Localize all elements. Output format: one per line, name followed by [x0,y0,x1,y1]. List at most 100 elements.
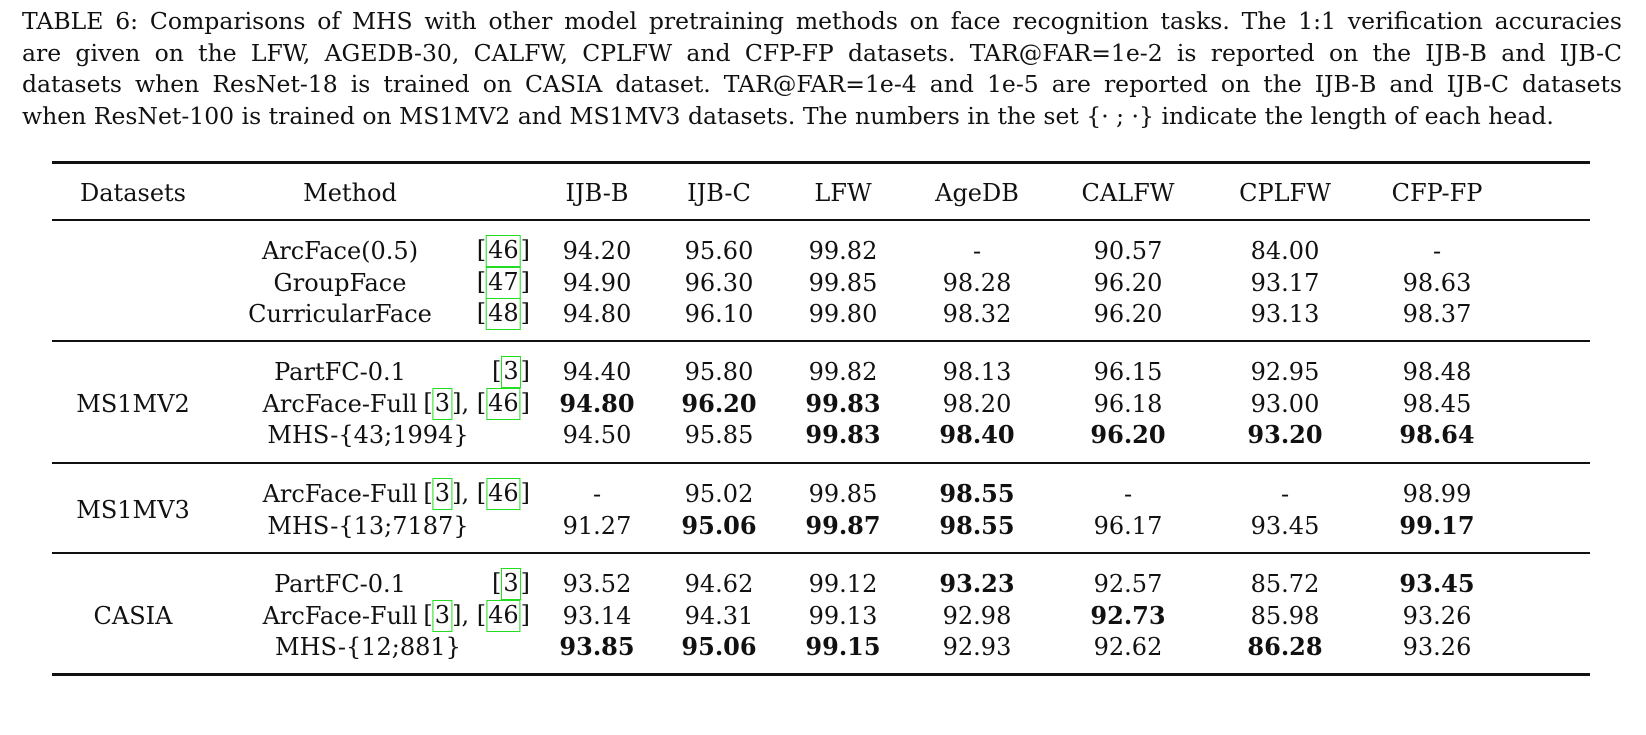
value-cell: 98.32 [942,300,1012,328]
value-cell: 98.55 [939,510,1015,540]
table-caption: TABLE 6: Comparisons of MHS with other m… [22,6,1622,132]
citation-link[interactable]: 3 [432,478,453,510]
value-cell: 96.20 [1093,300,1163,328]
citation-link[interactable]: 46 [486,387,521,420]
value-cell: 94.80 [562,300,632,328]
value-cell: 98.20 [942,389,1012,418]
value-cell: 95.06 [681,632,757,661]
value-cell: 94.80 [559,388,635,418]
method-name: ArcFace-Full [262,601,418,630]
citation-link[interactable]: 48 [486,298,521,330]
value-cell: 85.98 [1250,601,1320,630]
value-cell: 95.02 [684,480,754,508]
value-cell: 84.00 [1250,237,1320,265]
citation-link[interactable]: 47 [486,266,521,299]
method-name: ArcFace-Full [262,480,418,508]
value-cell: - [1123,480,1133,508]
header-cfp-fp: CFP-FP [1391,179,1483,207]
value-cell: - [592,480,602,508]
method-name: MHS-{12;881} [275,633,461,661]
value-cell: 99.12 [808,570,878,598]
value-cell: 99.83 [805,388,881,418]
value-cell: 95.06 [681,510,757,540]
value-cell: 93.13 [1250,300,1320,328]
value-cell: 99.87 [805,510,881,540]
value-cell: 99.85 [808,268,878,297]
value-cell: 98.28 [942,268,1012,297]
citation-refs: [3] [492,568,530,600]
value-cell: 93.14 [562,601,632,630]
value-cell: 99.15 [805,632,881,661]
value-cell: 99.82 [808,237,878,265]
value-cell: 99.85 [808,480,878,508]
header-calfw: CALFW [1081,179,1175,207]
value-cell: 93.26 [1402,601,1472,630]
value-cell: 99.83 [805,420,881,449]
caption-line: are given on the LFW, AGEDB-30, CALFW, C… [22,38,1622,67]
method-name: PartFC-0.1 [274,358,406,386]
value-cell: 92.73 [1090,600,1166,630]
method-name: ArcFace(0.5) [261,237,419,265]
value-cell: 92.95 [1250,358,1320,386]
value-cell: 96.17 [1093,511,1163,540]
citation-refs: [3], [46] [423,478,530,510]
value-cell: 93.45 [1250,511,1320,540]
group-rule [52,552,1590,554]
value-cell: 94.31 [684,601,754,630]
value-cell: 85.72 [1250,570,1320,598]
value-cell: 93.20 [1247,420,1323,449]
value-cell: 98.55 [939,479,1015,508]
citation-link[interactable]: 3 [432,387,453,420]
value-cell: 96.15 [1093,358,1163,386]
value-cell: 98.63 [1402,268,1472,297]
value-cell: 95.80 [684,358,754,386]
value-cell: 96.20 [1093,268,1163,297]
value-cell: 96.10 [684,300,754,328]
value-cell: 98.48 [1402,358,1472,386]
value-cell: 99.80 [808,300,878,328]
value-cell: 98.37 [1402,300,1472,328]
citation-link[interactable]: 3 [501,356,521,388]
method-name: MHS-{43;1994} [267,421,469,449]
citation-link[interactable]: 3 [501,568,521,600]
citation-refs: [48] [477,298,530,330]
value-cell: - [1280,480,1290,508]
header-method: Method [303,179,397,207]
citation-refs: [46] [477,235,530,267]
header-rule [52,219,1590,221]
group-rule [52,462,1590,464]
caption-line: when ResNet-100 is trained on MS1MV2 and… [22,101,1554,130]
value-cell: 94.50 [562,421,632,449]
value-cell: 98.64 [1399,420,1475,449]
value-cell: 93.17 [1250,268,1320,297]
citation-refs: [47] [477,266,530,299]
citation-refs: [3], [46] [423,599,530,632]
value-cell: 94.90 [562,268,632,297]
value-cell: 94.62 [684,570,754,598]
header-lfw: LFW [814,179,872,207]
value-cell: 95.85 [684,421,754,449]
value-cell: 96.20 [1090,420,1166,449]
citation-refs: [3] [492,356,530,388]
method-name: GroupFace [273,268,407,297]
header-cplfw: CPLFW [1239,179,1331,207]
value-cell: 99.17 [1399,510,1475,540]
citation-link[interactable]: 3 [432,599,453,632]
value-cell: 95.60 [684,237,754,265]
citation-link[interactable]: 46 [486,478,521,510]
value-cell: 96.30 [684,268,754,297]
citation-link[interactable]: 46 [486,235,521,267]
value-cell: 98.13 [942,358,1012,386]
header-agedb: AgeDB [935,179,1019,207]
value-cell: 93.52 [562,570,632,598]
dataset-label: CASIA [93,601,173,630]
citation-link[interactable]: 46 [486,599,521,632]
value-cell: 92.98 [942,601,1012,630]
value-cell: 99.82 [808,358,878,386]
value-cell: - [1432,237,1442,265]
method-name: CurricularFace [248,300,432,328]
value-cell: 98.40 [939,420,1015,449]
citation-refs: [3], [46] [423,387,530,420]
bottom-rule [52,673,1590,676]
value-cell: 94.40 [562,358,632,386]
